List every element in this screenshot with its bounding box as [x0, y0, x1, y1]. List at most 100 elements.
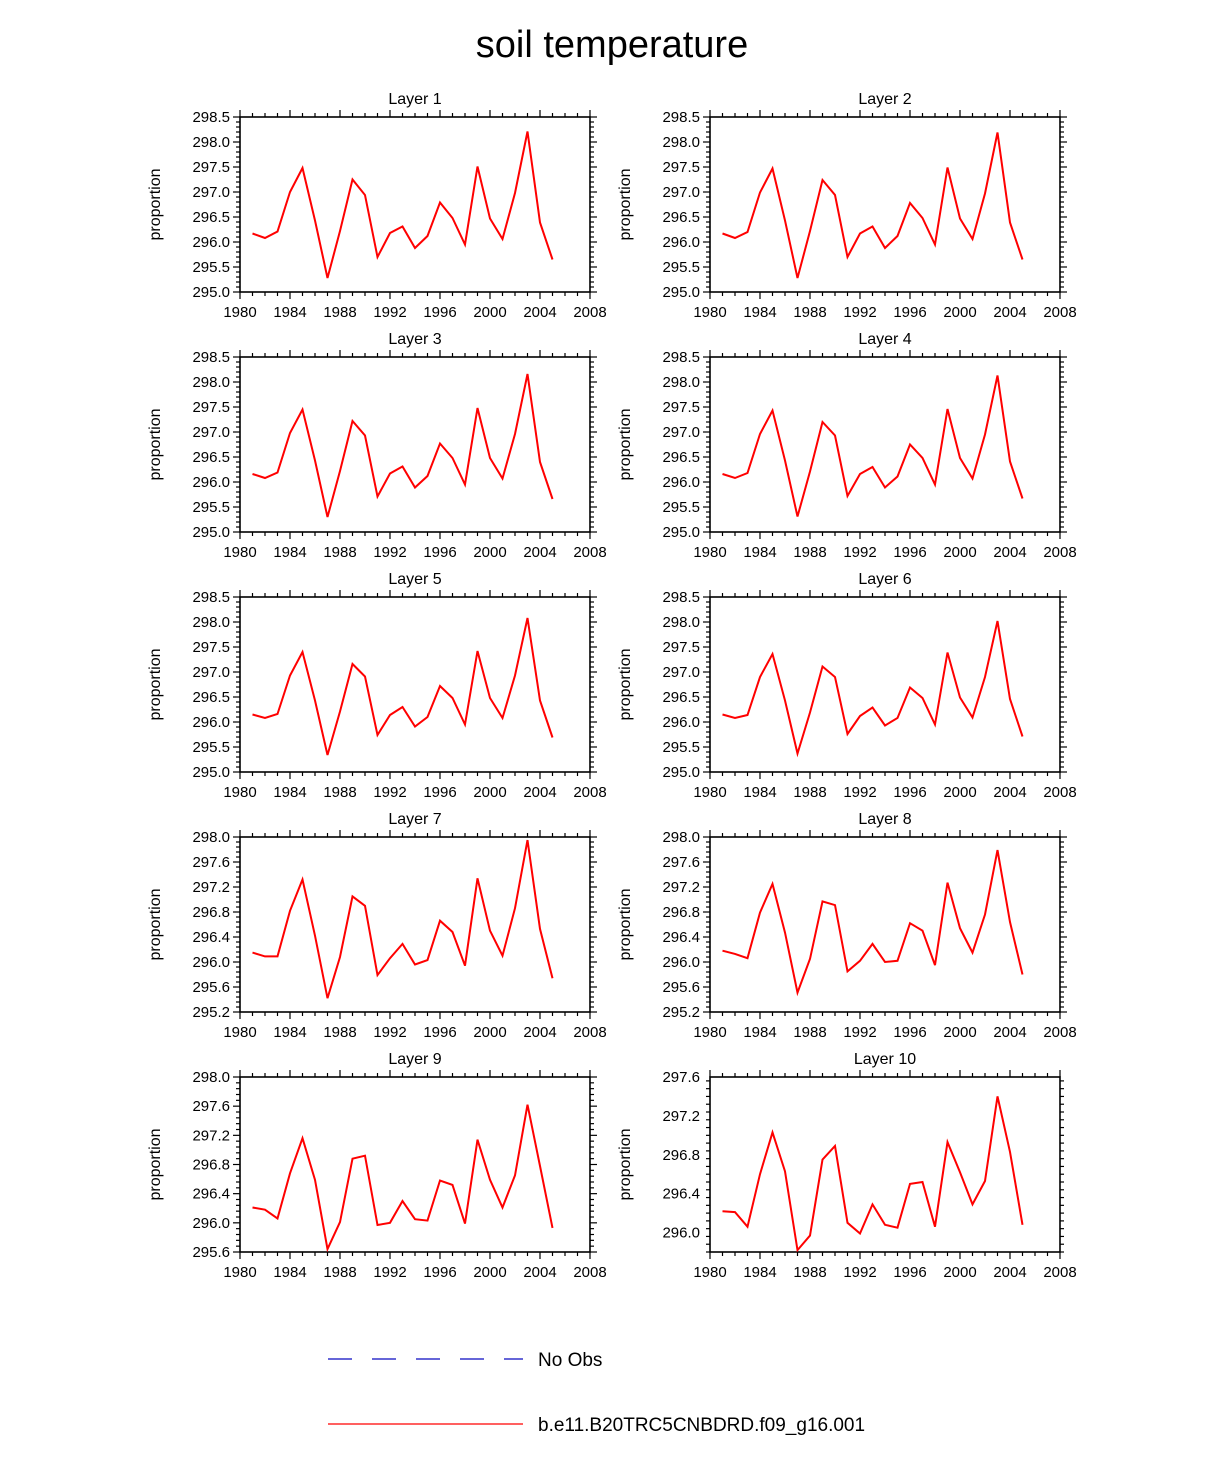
- x-tick-label: 1996: [423, 304, 456, 321]
- series-points: [252, 131, 552, 278]
- y-tick-label: 296.0: [192, 474, 230, 491]
- series-line: [252, 131, 554, 279]
- series-line: [722, 849, 1024, 997]
- y-tick-label: 297.2: [662, 1108, 700, 1125]
- y-tick-label: 298.5: [192, 349, 230, 366]
- series-line: [722, 375, 1024, 517]
- y-tick-label: 296.8: [662, 1147, 700, 1164]
- y-tick-label: 296.0: [662, 1225, 700, 1242]
- y-tick-label: 296.4: [662, 1186, 700, 1203]
- y-tick-label: 295.0: [662, 764, 700, 781]
- y-tick-label: 298.5: [192, 109, 230, 126]
- x-tick-label: 1992: [843, 1264, 876, 1281]
- x-tick-label: 2004: [993, 304, 1026, 321]
- x-tick-label: 1980: [223, 544, 256, 561]
- panel-layer-6: Layer 6 proportion 1980 1984 1988 1992 1996 200…: [617, 571, 1077, 801]
- x-tick-label: 1996: [893, 1264, 926, 1281]
- y-tick-label: 297.5: [192, 639, 230, 656]
- y-tick-label: 298.0: [192, 829, 230, 846]
- x-tick-label: 1996: [423, 784, 456, 801]
- x-tick-label: 1992: [373, 304, 406, 321]
- y-tick-label: 297.0: [192, 664, 230, 681]
- y-tick-label: 296.8: [192, 904, 230, 921]
- x-tick-label: 2008: [1043, 1264, 1076, 1281]
- y-tick-label: 295.0: [192, 764, 230, 781]
- y-tick-label: 298.0: [192, 1069, 230, 1086]
- x-tick-label: 1996: [423, 1024, 456, 1041]
- y-tick-label: 297.0: [662, 664, 700, 681]
- y-tick-label: 298.0: [662, 134, 700, 151]
- y-tick-label: 297.0: [192, 424, 230, 441]
- y-tick-label: 296.0: [662, 954, 700, 971]
- y-tick-label: 296.0: [662, 474, 700, 491]
- y-tick-label: 298.0: [662, 374, 700, 391]
- y-tick-label: 296.5: [662, 449, 700, 466]
- panel-layer-9: Layer 9 proportion 1980 1984 1988 1992 1996 200…: [147, 1051, 607, 1281]
- series-points: [252, 618, 552, 755]
- y-tick-label: 296.5: [662, 689, 700, 706]
- y-tick-label: 297.2: [662, 879, 700, 896]
- panel-title: Layer 2: [858, 91, 911, 108]
- x-tick-label: 1984: [273, 304, 306, 321]
- y-tick-label: 298.5: [662, 109, 700, 126]
- panel-title: Layer 1: [388, 91, 441, 108]
- x-tick-label: 1988: [323, 544, 356, 561]
- y-tick-label: 295.5: [192, 739, 230, 756]
- y-axis-label: proportion: [617, 408, 634, 480]
- panel-layer-1: Layer 1 proportion 1980 1984 1988 1992 1996 200…: [147, 91, 607, 321]
- x-tick-label: 1996: [893, 784, 926, 801]
- x-tick-label: 1984: [743, 544, 776, 561]
- x-tick-label: 1988: [793, 304, 826, 321]
- x-tick-label: 2004: [993, 1024, 1026, 1041]
- x-tick-label: 1980: [223, 1024, 256, 1041]
- x-tick-label: 2000: [473, 1024, 506, 1041]
- x-tick-label: 2004: [523, 1264, 556, 1281]
- panel-title: Layer 3: [388, 331, 441, 348]
- panel-title: Layer 6: [858, 571, 911, 588]
- y-tick-label: 295.0: [662, 524, 700, 541]
- series-line: [252, 839, 554, 999]
- series-points: [722, 850, 1022, 993]
- y-tick-label: 297.0: [192, 184, 230, 201]
- y-tick-label: 296.8: [662, 904, 700, 921]
- x-tick-label: 1988: [323, 784, 356, 801]
- x-tick-label: 1984: [743, 304, 776, 321]
- x-tick-label: 1980: [693, 1264, 726, 1281]
- x-tick-label: 1980: [693, 784, 726, 801]
- series-line: [252, 373, 554, 518]
- legend: No Obs b.e11.B20TRC5CNBDRD.f09_g16.001: [328, 1350, 865, 1436]
- y-tick-label: 296.0: [192, 1215, 230, 1232]
- plot-frame: [239, 836, 591, 1013]
- y-axis-label: proportion: [617, 888, 634, 960]
- y-tick-label: 297.2: [192, 879, 230, 896]
- x-tick-label: 1984: [273, 544, 306, 561]
- x-tick-label: 1980: [223, 784, 256, 801]
- y-tick-label: 295.6: [662, 979, 700, 996]
- x-tick-label: 2004: [523, 304, 556, 321]
- x-tick-label: 2004: [523, 784, 556, 801]
- y-tick-label: 296.5: [192, 449, 230, 466]
- y-axis-label: proportion: [617, 648, 634, 720]
- series-line: [252, 617, 554, 756]
- panel-layer-8: Layer 8 proportion 1980 1984 1988 1992 1996 200…: [617, 811, 1077, 1041]
- x-tick-label: 2008: [573, 544, 606, 561]
- x-tick-label: 2000: [943, 1024, 976, 1041]
- y-tick-label: 296.4: [192, 929, 230, 946]
- x-tick-label: 1984: [273, 784, 306, 801]
- x-tick-label: 1996: [423, 1264, 456, 1281]
- x-tick-label: 1992: [373, 544, 406, 561]
- y-tick-label: 296.0: [192, 714, 230, 731]
- plot-frame: [709, 836, 1061, 1013]
- y-tick-label: 297.6: [192, 1098, 230, 1115]
- series-points: [252, 374, 552, 517]
- panel-title: Layer 10: [854, 1051, 916, 1068]
- x-tick-label: 1980: [223, 1264, 256, 1281]
- y-tick-label: 295.6: [192, 979, 230, 996]
- x-tick-label: 1988: [793, 784, 826, 801]
- y-tick-label: 298.5: [192, 589, 230, 606]
- y-axis-label: proportion: [617, 1128, 634, 1200]
- x-tick-label: 1980: [693, 304, 726, 321]
- x-tick-label: 1992: [843, 544, 876, 561]
- x-tick-label: 2008: [573, 1024, 606, 1041]
- x-tick-label: 2008: [573, 784, 606, 801]
